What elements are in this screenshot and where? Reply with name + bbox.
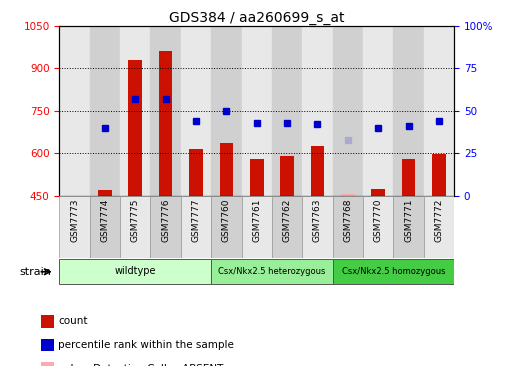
Text: GSM7773: GSM7773 bbox=[70, 199, 79, 242]
Bar bbox=[120, 196, 151, 258]
Text: GSM7777: GSM7777 bbox=[191, 199, 201, 242]
Bar bbox=[302, 196, 333, 258]
Text: GSM7776: GSM7776 bbox=[161, 199, 170, 242]
Bar bbox=[341, 194, 354, 196]
Bar bbox=[90, 196, 120, 258]
Bar bbox=[280, 156, 294, 196]
Bar bbox=[151, 26, 181, 196]
Bar bbox=[159, 51, 172, 196]
Bar bbox=[372, 189, 385, 196]
Text: GSM7762: GSM7762 bbox=[283, 199, 292, 242]
Bar bbox=[219, 143, 233, 196]
Bar bbox=[211, 259, 333, 284]
Bar bbox=[211, 196, 241, 258]
Bar bbox=[363, 196, 393, 258]
Bar bbox=[272, 196, 302, 258]
Text: GSM7763: GSM7763 bbox=[313, 199, 322, 242]
Text: wildtype: wildtype bbox=[115, 266, 156, 276]
Bar bbox=[181, 196, 211, 258]
Bar bbox=[311, 146, 324, 196]
Text: GSM7771: GSM7771 bbox=[404, 199, 413, 242]
Text: GSM7774: GSM7774 bbox=[101, 199, 109, 242]
Bar bbox=[424, 196, 454, 258]
Text: strain: strain bbox=[20, 267, 52, 277]
Bar bbox=[432, 154, 446, 196]
Text: Csx/Nkx2.5 homozygous: Csx/Nkx2.5 homozygous bbox=[342, 267, 445, 276]
Bar bbox=[401, 159, 415, 196]
Text: Csx/Nkx2.5 heterozygous: Csx/Nkx2.5 heterozygous bbox=[218, 267, 326, 276]
Text: percentile rank within the sample: percentile rank within the sample bbox=[58, 340, 234, 350]
Bar bbox=[211, 26, 241, 196]
Bar bbox=[241, 26, 272, 196]
Bar bbox=[181, 26, 211, 196]
Bar bbox=[59, 259, 211, 284]
Text: value, Detection Call = ABSENT: value, Detection Call = ABSENT bbox=[58, 364, 223, 366]
Bar bbox=[59, 26, 90, 196]
Text: GSM7761: GSM7761 bbox=[252, 199, 261, 242]
Bar bbox=[151, 196, 181, 258]
Bar bbox=[189, 149, 203, 196]
Bar bbox=[393, 196, 424, 258]
Bar bbox=[333, 196, 363, 258]
Bar bbox=[128, 60, 142, 196]
Text: GSM7770: GSM7770 bbox=[374, 199, 383, 242]
Bar bbox=[59, 196, 90, 258]
Bar bbox=[363, 26, 393, 196]
Text: GSM7760: GSM7760 bbox=[222, 199, 231, 242]
Bar bbox=[250, 159, 264, 196]
Bar bbox=[272, 26, 302, 196]
Text: GSM7768: GSM7768 bbox=[343, 199, 352, 242]
Bar bbox=[393, 26, 424, 196]
Text: GSM7775: GSM7775 bbox=[131, 199, 140, 242]
Bar bbox=[90, 26, 120, 196]
Bar bbox=[424, 26, 454, 196]
Bar bbox=[302, 26, 333, 196]
Bar bbox=[333, 259, 454, 284]
Bar bbox=[241, 196, 272, 258]
Text: count: count bbox=[58, 316, 88, 326]
Title: GDS384 / aa260699_s_at: GDS384 / aa260699_s_at bbox=[169, 11, 345, 25]
Bar bbox=[120, 26, 151, 196]
Bar bbox=[333, 26, 363, 196]
Text: GSM7772: GSM7772 bbox=[434, 199, 443, 242]
Bar bbox=[98, 190, 112, 196]
